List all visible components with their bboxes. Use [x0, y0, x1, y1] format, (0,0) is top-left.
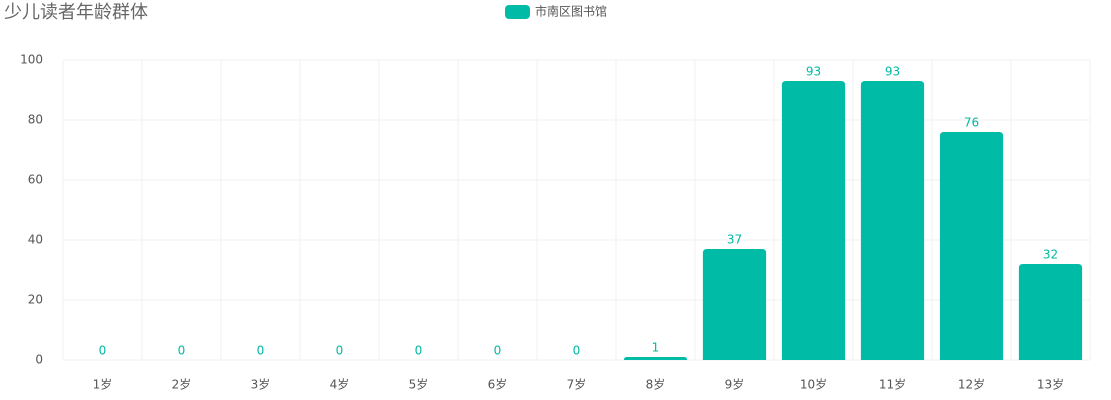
- value-label: 0: [99, 344, 107, 358]
- value-label: 1: [652, 341, 660, 355]
- value-label: 0: [336, 344, 344, 358]
- bar: [702, 249, 767, 360]
- bar: [623, 357, 688, 360]
- y-tick-label: 0: [35, 353, 43, 367]
- x-tick-label: 8岁: [646, 377, 666, 392]
- value-label: 0: [573, 344, 581, 358]
- x-tick-label: 12岁: [958, 377, 985, 392]
- x-tick-label: 13岁: [1037, 377, 1064, 392]
- x-tick-label: 11岁: [879, 377, 906, 392]
- value-label: 76: [964, 116, 979, 130]
- bar: [939, 132, 1004, 360]
- bar: [781, 81, 846, 360]
- legend-swatch: [505, 5, 530, 19]
- y-tick-label: 100: [20, 53, 43, 67]
- value-label: 0: [415, 344, 423, 358]
- y-tick-label: 40: [28, 233, 43, 247]
- legend-label: 市南区图书馆: [535, 4, 607, 19]
- x-tick-label: 3岁: [251, 377, 271, 392]
- value-label: 93: [806, 65, 821, 79]
- value-label: 0: [257, 344, 265, 358]
- x-tick-label: 9岁: [725, 377, 745, 392]
- y-tick-label: 60: [28, 173, 43, 187]
- x-tick-label: 4岁: [330, 377, 350, 392]
- x-tick-label: 10岁: [800, 377, 827, 392]
- y-tick-label: 20: [28, 293, 43, 307]
- value-label: 0: [494, 344, 502, 358]
- x-tick-label: 1岁: [93, 377, 113, 392]
- value-label: 37: [727, 233, 742, 247]
- x-tick-label: 7岁: [567, 377, 587, 392]
- x-tick-label: 6岁: [488, 377, 508, 392]
- x-tick-label: 5岁: [409, 377, 429, 392]
- bar: [1018, 264, 1083, 360]
- x-tick-label: 2岁: [172, 377, 192, 392]
- chart-title: 少儿读者年龄群体: [4, 2, 148, 23]
- y-tick-label: 80: [28, 113, 43, 127]
- value-label: 32: [1043, 248, 1058, 262]
- value-label: 93: [885, 65, 900, 79]
- bar: [860, 81, 925, 360]
- value-label: 0: [178, 344, 186, 358]
